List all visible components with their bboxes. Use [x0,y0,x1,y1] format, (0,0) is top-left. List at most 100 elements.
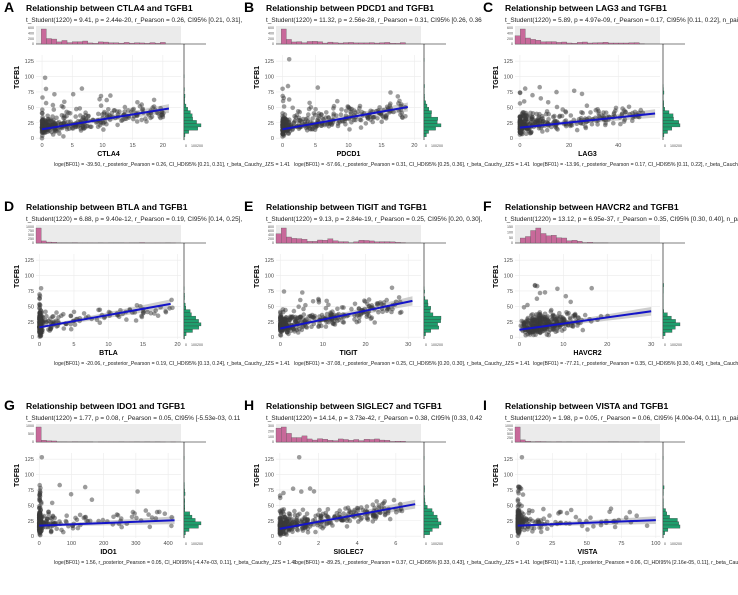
data-point [68,322,73,327]
data-point [573,514,579,520]
data-point [167,306,172,311]
data-point [346,105,352,111]
data-point [517,90,523,95]
right-hist-bar [423,296,426,300]
bayes-line: loge(BF01) = -77.21, r_posterior_Pearson… [533,361,738,367]
data-point [281,511,287,517]
data-point [281,289,287,294]
regression-line [517,519,656,527]
data-point [533,120,538,125]
top-hist-bar [296,437,303,443]
data-point [388,90,393,95]
data-point [343,108,349,114]
top-hist-bar [576,241,583,244]
data-point [299,489,304,494]
data-point [64,513,69,518]
top-hist-bar [51,440,57,443]
data-point [310,116,315,121]
data-point [106,309,112,315]
top-hist-bar [312,41,318,45]
data-point [278,530,283,535]
right-hist-bar [423,319,441,323]
y-tick-label: 0 [510,335,513,341]
y-axis-title: TGFB1 [14,265,21,288]
panel-h: H Relationship between SIGLEC7 and TGFB1 t… [244,397,530,566]
top-hist-bar [35,426,42,443]
data-point [40,107,45,112]
top-hist-bar [525,440,531,443]
data-point [296,304,302,310]
data-point [362,298,367,304]
y-tick-label: 125 [265,258,274,264]
right-hist-bar [183,488,185,493]
data-point [39,455,45,460]
top-hist-bar [363,240,370,244]
data-point [613,108,618,113]
data-point [280,111,285,116]
data-point [541,516,547,521]
data-point [380,309,386,315]
data-point [89,497,95,503]
right-hist-tick-label: 0 [185,542,187,546]
data-point [522,86,528,91]
right-hist-bar [662,521,679,526]
top-hist-bar [358,42,365,45]
top-hist-tick-label: 50 [509,236,513,240]
x-tick-label: 20 [160,143,166,149]
top-hist-tick-label: 750 [507,428,513,432]
data-point [151,97,157,103]
top-hist-bar [317,239,323,244]
y-tick-label: 25 [28,121,34,127]
right-hist-bar [662,123,681,128]
data-point [319,112,324,117]
data-point [291,308,297,314]
right-hist-bar [183,306,187,310]
data-point [519,514,525,520]
data-point [519,510,525,515]
data-point [278,333,284,338]
regression-line [41,107,170,131]
right-hist-tick-label: 200 [437,144,443,148]
right-hist-tick-label: 0 [425,343,427,347]
top-hist-bar [540,233,547,244]
panel-title: Relationship between LAG3 and TGFB1 [505,3,667,13]
right-hist-bar [662,107,665,111]
data-point [44,313,49,319]
right-hist-bar [183,103,187,108]
data-point [340,119,346,124]
data-point [519,455,525,460]
data-point [292,508,297,514]
top-hist-tick-label: 0 [32,42,34,46]
data-point [356,319,362,324]
top-hist-bar [66,42,73,45]
x-tick-label: 0 [518,143,521,149]
y-tick-label: 0 [31,534,34,540]
right-hist-bar [423,116,438,121]
data-point [87,518,93,524]
data-point [37,529,42,534]
bayes-line: loge(BF01) = -13.96, r_posterior_Pearson… [533,162,738,168]
data-point [538,96,544,101]
x-tick-label: 2 [317,541,320,547]
top-hist-bar [343,241,349,244]
data-point [120,117,125,123]
right-hist-bar [183,107,188,111]
right-hist-bar [662,130,668,134]
data-point [51,107,57,112]
top-hist-bar [530,230,536,244]
data-point [37,509,43,515]
top-hist-tick-label: 0 [511,440,513,444]
data-point [589,285,594,291]
data-point [68,492,74,497]
top-hist-panel [276,424,421,442]
data-point [310,312,315,318]
y-tick-label: 0 [271,136,274,142]
top-hist-bar [540,41,547,45]
data-point [521,99,527,104]
data-point [72,322,78,328]
right-hist-bar [423,488,425,493]
data-point [323,513,328,518]
right-hist-bar [423,302,429,307]
data-point [50,114,55,119]
data-point [59,313,64,319]
